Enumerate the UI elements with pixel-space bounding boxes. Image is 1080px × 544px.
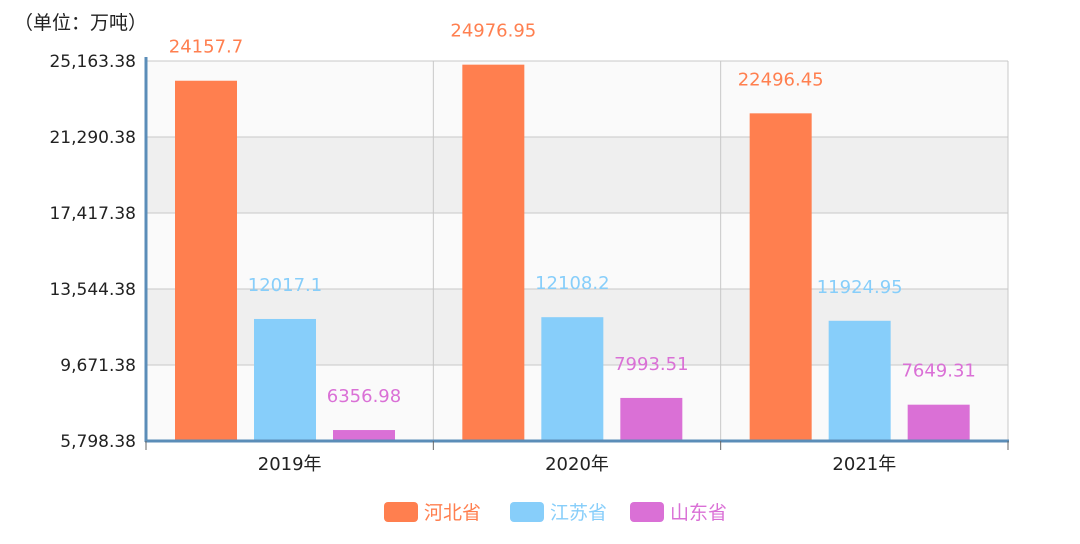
y-tick-label: 17,417.38 — [49, 204, 136, 224]
data-label: 12017.1 — [248, 275, 322, 296]
data-label: 22496.45 — [738, 69, 824, 90]
legend-swatch — [384, 502, 418, 522]
bar — [175, 80, 237, 441]
bars — [175, 64, 970, 441]
bar — [254, 318, 316, 441]
x-category-label: 2019年 — [258, 454, 322, 475]
unit-label: （单位：万吨） — [14, 12, 148, 34]
bar — [333, 430, 395, 441]
x-axis-labels: 2019年 2020年 2021年 — [258, 454, 896, 475]
plot-band — [146, 61, 1008, 137]
y-axis-ticks: 5,798.38 9,671.38 13,544.38 17,417.38 21,290… — [49, 52, 136, 452]
legend-swatch — [510, 502, 544, 522]
x-category-label: 2021年 — [832, 454, 896, 475]
data-label: 7993.51 — [614, 354, 688, 375]
axes — [144, 57, 1009, 450]
bar — [907, 404, 970, 441]
y-tick-label: 25,163.38 — [49, 52, 136, 72]
y-tick-label: 5,798.38 — [60, 432, 136, 452]
data-label: 12108.2 — [535, 273, 609, 294]
legend-swatch — [630, 502, 664, 522]
data-labels: 24157.7 24976.95 22496.45 12017.1 12108.2 119… — [169, 21, 976, 407]
legend-label: 河北省 — [424, 502, 481, 524]
y-tick-label: 9,671.38 — [60, 356, 136, 376]
bar — [828, 320, 891, 441]
bar — [541, 317, 604, 441]
data-label: 11924.95 — [817, 277, 903, 298]
legend: 河北省 江苏省 山东省 — [384, 502, 727, 524]
data-label: 24157.7 — [169, 37, 243, 58]
legend-item[interactable]: 山东省 — [630, 502, 727, 524]
bar — [749, 113, 812, 441]
data-label: 7649.31 — [901, 361, 975, 382]
plot-band — [146, 213, 1008, 289]
legend-item[interactable]: 江苏省 — [510, 502, 607, 524]
data-label: 24976.95 — [450, 21, 536, 42]
legend-item[interactable]: 河北省 — [384, 502, 481, 524]
x-category-label: 2020年 — [545, 454, 609, 475]
y-tick-label: 13,544.38 — [49, 280, 136, 300]
bar — [462, 64, 525, 441]
legend-label: 山东省 — [670, 502, 727, 524]
plot-band — [146, 137, 1008, 213]
legend-label: 江苏省 — [550, 502, 607, 524]
y-tick-label: 21,290.38 — [49, 128, 136, 148]
data-label: 6356.98 — [327, 386, 401, 407]
bar — [620, 397, 683, 441]
